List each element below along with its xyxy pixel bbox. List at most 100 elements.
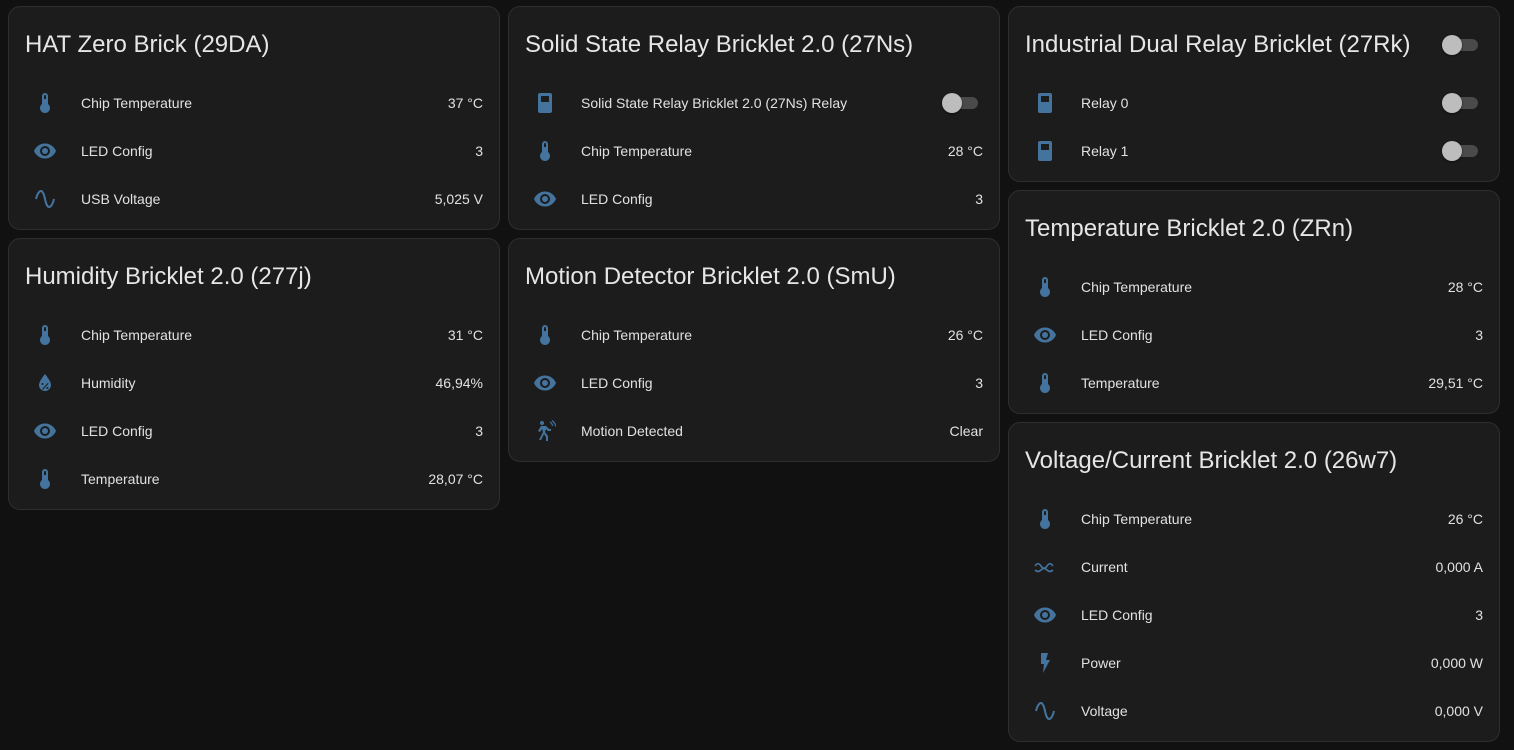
entity-label: USB Voltage [81, 191, 161, 207]
entity-value: 0,000 W [1430, 655, 1483, 671]
entity-value: 29,51 °C [1428, 375, 1483, 391]
entity-row[interactable]: Chip Temperature 28 °C [1025, 263, 1483, 311]
entity-label: Relay 0 [1081, 95, 1129, 111]
card-industrial-dual-relay: Industrial Dual Relay Bricklet (27Rk) Re… [1008, 6, 1500, 182]
entity-row[interactable]: Humidity 46,94% [25, 359, 483, 407]
entity-row[interactable]: Motion Detected Clear [525, 407, 983, 455]
entity-value: 3 [975, 375, 983, 391]
entity-row[interactable]: LED Config 3 [525, 359, 983, 407]
current-ac-icon [1025, 547, 1065, 587]
entity-label: Voltage [1081, 703, 1128, 719]
entity-value: 3 [1475, 607, 1483, 623]
motion-sensor-icon [525, 411, 565, 451]
entity-label: LED Config [581, 191, 653, 207]
card-title: Industrial Dual Relay Bricklet (27Rk) [1025, 31, 1411, 58]
entity-label: Chip Temperature [1081, 279, 1193, 295]
entity-value: 3 [1475, 327, 1483, 343]
entity-row[interactable]: Chip Temperature 31 °C [25, 311, 483, 359]
entity-row[interactable]: Chip Temperature 26 °C [1025, 495, 1483, 543]
thermometer-icon [25, 83, 65, 123]
entity-value: 31 °C [447, 327, 483, 343]
eye-icon [25, 131, 65, 171]
entity-value: 28,07 °C [428, 471, 483, 487]
entity-label: Chip Temperature [81, 95, 193, 111]
entity-row[interactable]: Relay 1 [1025, 127, 1483, 175]
entity-row[interactable]: Relay 0 [1025, 79, 1483, 127]
entity-label: Chip Temperature [581, 143, 693, 159]
eye-icon [1025, 315, 1065, 355]
entity-row[interactable]: LED Config 3 [1025, 591, 1483, 639]
eye-icon [25, 411, 65, 451]
entity-value: 46,94% [435, 375, 483, 391]
relay-toggle[interactable] [942, 93, 978, 113]
toggle-thumb [1442, 35, 1462, 55]
header-toggle[interactable] [1442, 35, 1478, 55]
water-percent-icon [25, 363, 65, 403]
entity-value: 26 °C [947, 327, 983, 343]
relay-icon [1025, 131, 1065, 171]
entity-label: Solid State Relay Bricklet 2.0 (27Ns) Re… [581, 95, 848, 111]
entity-row[interactable]: USB Voltage 5,025 V [25, 175, 483, 223]
entity-row[interactable]: Solid State Relay Bricklet 2.0 (27Ns) Re… [525, 79, 983, 127]
relay-toggle[interactable] [1442, 93, 1478, 113]
flash-icon [1025, 643, 1065, 683]
entity-row[interactable]: LED Config 3 [25, 127, 483, 175]
entity-label: Chip Temperature [1081, 511, 1193, 527]
entity-value: 0,000 A [1435, 559, 1484, 575]
card-title: Humidity Bricklet 2.0 (277j) [25, 263, 312, 290]
entity-label: LED Config [1081, 327, 1153, 343]
thermometer-icon [525, 131, 565, 171]
entity-label: Chip Temperature [81, 327, 193, 343]
eye-icon [1025, 595, 1065, 635]
card-motion-detector: Motion Detector Bricklet 2.0 (SmU) Chip … [508, 238, 1000, 462]
entity-row[interactable]: LED Config 3 [25, 407, 483, 455]
entity-row[interactable]: Chip Temperature 37 °C [25, 79, 483, 127]
eye-icon [525, 363, 565, 403]
card-temperature-bricklet: Temperature Bricklet 2.0 (ZRn) Chip Temp… [1008, 190, 1500, 414]
relay-icon [1025, 83, 1065, 123]
entity-value: Clear [949, 423, 983, 439]
entity-row[interactable]: Current 0,000 A [1025, 543, 1483, 591]
card-title: Temperature Bricklet 2.0 (ZRn) [1025, 215, 1354, 242]
thermometer-icon [25, 459, 65, 499]
entity-label: Temperature [81, 471, 160, 487]
entity-value: 26 °C [1447, 511, 1483, 527]
entity-value: 3 [475, 423, 483, 439]
entity-value: 0,000 V [1434, 703, 1483, 719]
column-1: HAT Zero Brick (29DA) Chip Temperature 3… [8, 6, 500, 518]
entity-row[interactable]: Power 0,000 W [1025, 639, 1483, 687]
entity-label: Chip Temperature [581, 327, 693, 343]
column-3: Industrial Dual Relay Bricklet (27Rk) Re… [1008, 6, 1500, 750]
thermometer-icon [1025, 499, 1065, 539]
entity-row[interactable]: Chip Temperature 28 °C [525, 127, 983, 175]
entity-label: LED Config [81, 143, 153, 159]
entity-value: 28 °C [1447, 279, 1483, 295]
toggle-thumb [1442, 141, 1462, 161]
entity-row[interactable]: Temperature 29,51 °C [1025, 359, 1483, 407]
entity-row[interactable]: Chip Temperature 26 °C [525, 311, 983, 359]
thermometer-icon [25, 315, 65, 355]
entity-label: Power [1081, 655, 1121, 671]
thermometer-icon [525, 315, 565, 355]
entity-label: LED Config [81, 423, 153, 439]
entity-row[interactable]: LED Config 3 [1025, 311, 1483, 359]
entity-row[interactable]: Voltage 0,000 V [1025, 687, 1483, 735]
entity-value: 37 °C [447, 95, 483, 111]
entity-value: 3 [975, 191, 983, 207]
sine-wave-icon [25, 179, 65, 219]
entity-value: 3 [475, 143, 483, 159]
thermometer-icon [1025, 267, 1065, 307]
card-voltage-current-bricklet: Voltage/Current Bricklet 2.0 (26w7) Chip… [1008, 422, 1500, 742]
card-title: Voltage/Current Bricklet 2.0 (26w7) [1025, 447, 1398, 474]
entity-label: Motion Detected [581, 423, 683, 439]
card-humidity-bricklet: Humidity Bricklet 2.0 (277j) Chip Temper… [8, 238, 500, 510]
column-2: Solid State Relay Bricklet 2.0 (27Ns) So… [508, 6, 1000, 470]
entity-row[interactable]: LED Config 3 [525, 175, 983, 223]
entity-row[interactable]: Temperature 28,07 °C [25, 455, 483, 503]
entity-label: LED Config [1081, 607, 1153, 623]
entity-label: Current [1081, 559, 1128, 575]
relay-toggle[interactable] [1442, 141, 1478, 161]
toggle-thumb [942, 93, 962, 113]
entity-label: Humidity [81, 375, 136, 391]
card-header: Industrial Dual Relay Bricklet (27Rk) [1025, 7, 1483, 79]
